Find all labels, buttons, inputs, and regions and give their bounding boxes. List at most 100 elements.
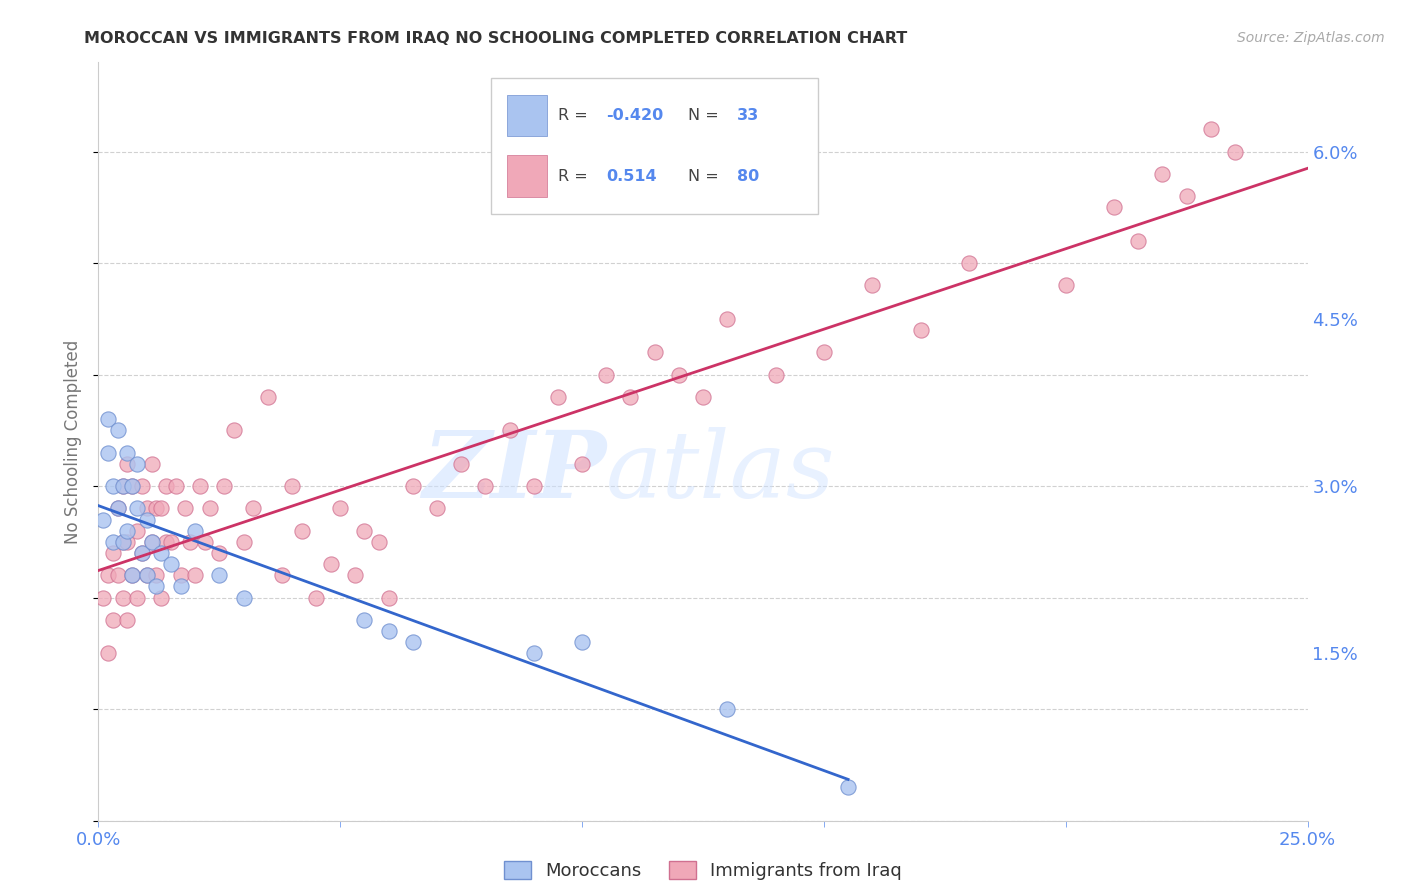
- Point: [155, 479, 177, 493]
- Point: [127, 524, 149, 538]
- Point: [135, 501, 157, 516]
- Y-axis label: No Schooling Completed: No Schooling Completed: [65, 340, 83, 543]
- Point: [1199, 122, 1222, 136]
- Point: [765, 368, 787, 382]
- Text: -0.420: -0.420: [606, 108, 664, 123]
- Point: [910, 323, 932, 337]
- Point: [117, 535, 139, 549]
- Point: [1223, 145, 1246, 159]
- Point: [290, 524, 312, 538]
- Point: [1175, 189, 1198, 203]
- Point: [101, 613, 124, 627]
- Point: [860, 278, 883, 293]
- Point: [1102, 201, 1125, 215]
- Point: [232, 591, 254, 605]
- Point: [208, 568, 231, 582]
- Point: [121, 479, 143, 493]
- Point: [368, 535, 391, 549]
- Point: [150, 501, 173, 516]
- Point: [145, 568, 167, 582]
- Point: [97, 412, 120, 426]
- Point: [523, 479, 546, 493]
- Point: [377, 624, 399, 639]
- Point: [619, 390, 641, 404]
- Text: ZIP: ZIP: [422, 427, 606, 516]
- Point: [155, 535, 177, 549]
- Point: [547, 390, 569, 404]
- Point: [716, 702, 738, 716]
- Point: [107, 568, 129, 582]
- Point: [141, 535, 163, 549]
- Point: [107, 501, 129, 516]
- Point: [198, 501, 221, 516]
- Text: atlas: atlas: [606, 427, 835, 516]
- Point: [117, 446, 139, 460]
- Point: [208, 546, 231, 560]
- Point: [353, 613, 375, 627]
- Legend: Moroccans, Immigrants from Iraq: Moroccans, Immigrants from Iraq: [503, 861, 903, 880]
- Point: [188, 479, 211, 493]
- Point: [184, 524, 207, 538]
- Point: [184, 568, 207, 582]
- Point: [169, 568, 191, 582]
- Point: [377, 591, 399, 605]
- Point: [111, 535, 134, 549]
- Point: [222, 424, 245, 438]
- Point: [160, 557, 183, 572]
- Point: [111, 591, 134, 605]
- Point: [121, 568, 143, 582]
- Point: [692, 390, 714, 404]
- Point: [716, 312, 738, 326]
- Point: [174, 501, 197, 516]
- Point: [329, 501, 352, 516]
- Point: [813, 345, 835, 359]
- Point: [165, 479, 187, 493]
- Point: [135, 568, 157, 582]
- Point: [1054, 278, 1077, 293]
- Point: [595, 368, 617, 382]
- Point: [111, 479, 134, 493]
- Point: [135, 568, 157, 582]
- Text: 33: 33: [737, 108, 759, 123]
- Point: [169, 580, 191, 594]
- Point: [101, 479, 124, 493]
- Text: 80: 80: [737, 169, 759, 184]
- Point: [97, 446, 120, 460]
- Point: [271, 568, 294, 582]
- Point: [1152, 167, 1174, 181]
- Point: [150, 546, 173, 560]
- Point: [281, 479, 304, 493]
- Point: [111, 535, 134, 549]
- Text: R =: R =: [558, 169, 593, 184]
- Point: [523, 646, 546, 660]
- Text: R =: R =: [558, 108, 593, 123]
- FancyBboxPatch shape: [508, 95, 547, 136]
- Point: [194, 535, 217, 549]
- Point: [121, 479, 143, 493]
- Point: [242, 501, 264, 516]
- Point: [131, 546, 153, 560]
- Text: MOROCCAN VS IMMIGRANTS FROM IRAQ NO SCHOOLING COMPLETED CORRELATION CHART: MOROCCAN VS IMMIGRANTS FROM IRAQ NO SCHO…: [84, 31, 908, 46]
- Point: [402, 635, 425, 649]
- Point: [131, 479, 153, 493]
- Point: [571, 457, 593, 471]
- Point: [474, 479, 496, 493]
- Point: [117, 457, 139, 471]
- Point: [141, 457, 163, 471]
- Point: [111, 479, 134, 493]
- Point: [101, 535, 124, 549]
- Point: [107, 424, 129, 438]
- Point: [571, 635, 593, 649]
- Point: [101, 546, 124, 560]
- Point: [117, 524, 139, 538]
- Point: [117, 613, 139, 627]
- FancyBboxPatch shape: [492, 78, 818, 214]
- Point: [1128, 234, 1150, 248]
- Point: [837, 780, 859, 795]
- Point: [232, 535, 254, 549]
- Point: [91, 591, 114, 605]
- Point: [305, 591, 328, 605]
- Point: [426, 501, 449, 516]
- Text: N =: N =: [689, 108, 724, 123]
- Point: [145, 580, 167, 594]
